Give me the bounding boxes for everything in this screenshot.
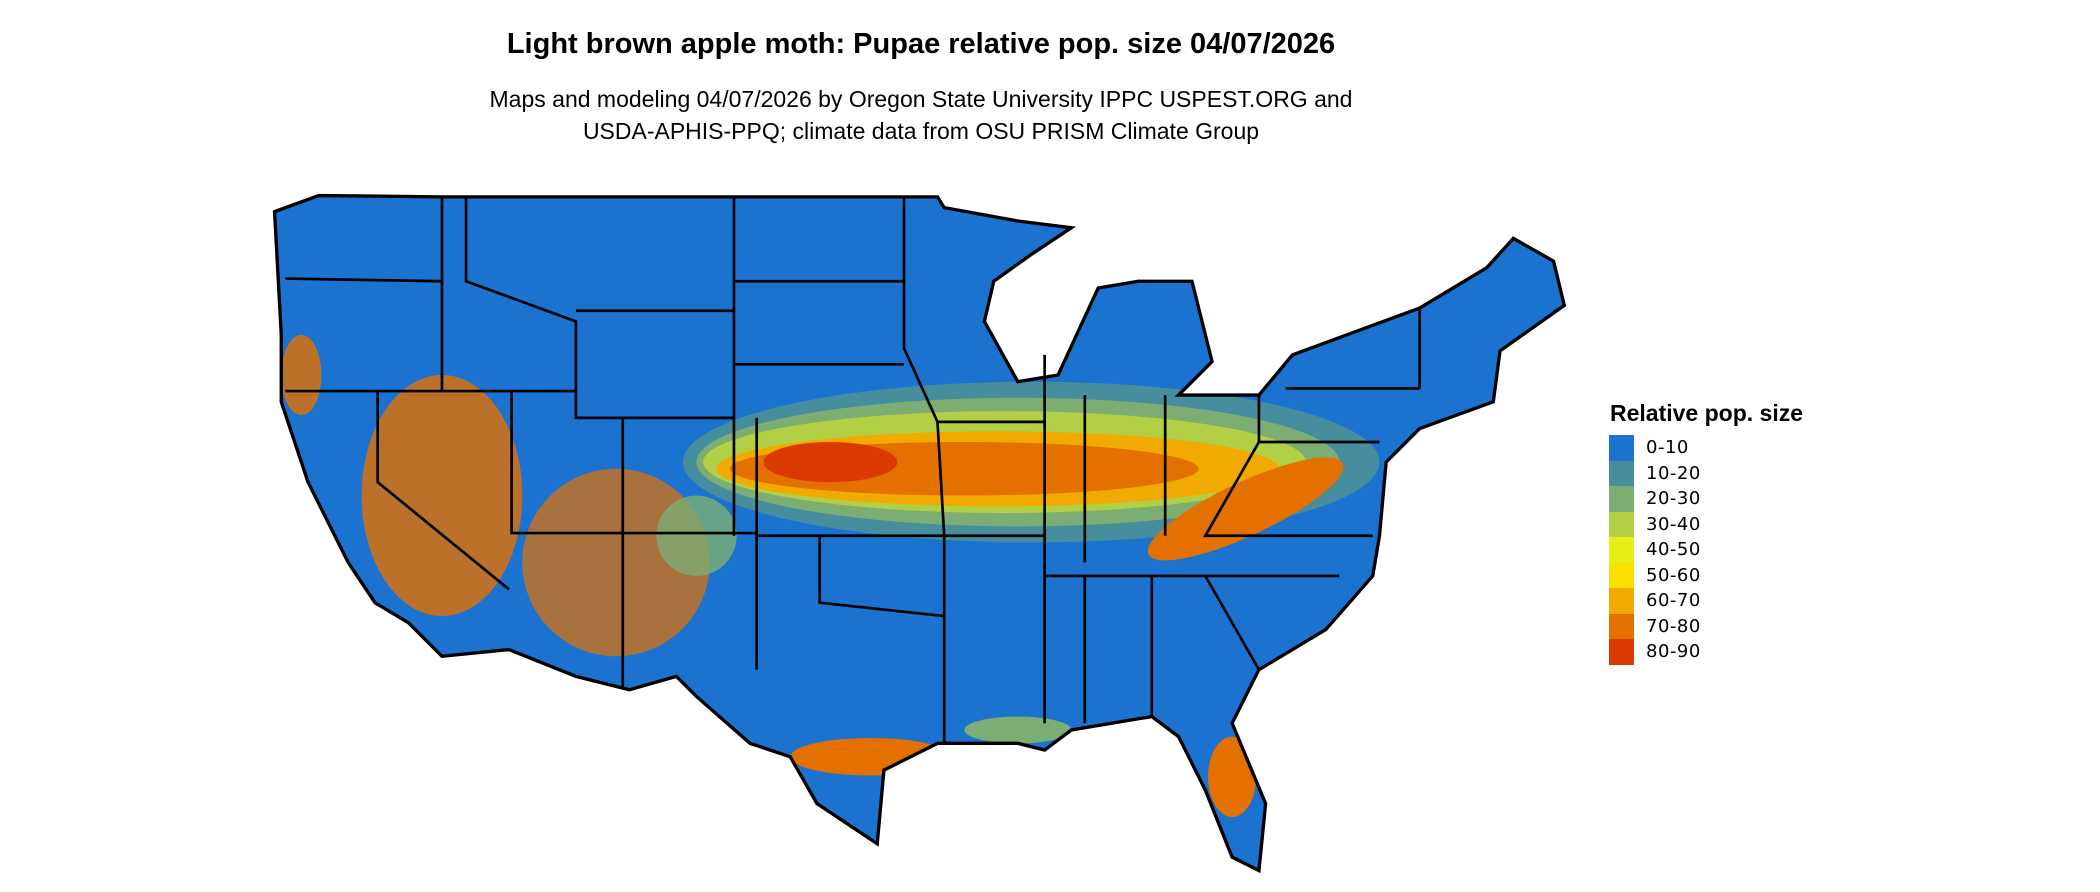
map-subtitle-line-2: USDA-APHIS-PPQ; climate data from OSU PR… bbox=[582, 118, 1260, 144]
legend-item: 80-90 bbox=[1609, 639, 1803, 665]
legend-label: 70-80 bbox=[1646, 615, 1701, 637]
legend: Relative pop. size 0-10 10-20 20-30 30-40 40… bbox=[1609, 400, 1803, 665]
us-outline bbox=[272, 193, 1567, 874]
appalachian-band bbox=[1147, 457, 1344, 561]
legend-swatch bbox=[1609, 460, 1634, 486]
state-borders bbox=[285, 196, 1421, 744]
map-title: Light brown apple moth: Pupae relative p… bbox=[506, 28, 1336, 60]
legend-swatch bbox=[1609, 486, 1634, 512]
legend-swatch bbox=[1609, 537, 1634, 563]
map-subtitle-line-1: Maps and modeling 04/07/2026 by Oregon S… bbox=[489, 86, 1353, 112]
legend-label: 10-20 bbox=[1646, 462, 1701, 484]
legend-label: 0-10 bbox=[1646, 437, 1689, 459]
legend-item: 10-20 bbox=[1609, 460, 1803, 486]
legend-label: 20-30 bbox=[1646, 488, 1701, 510]
legend-swatch bbox=[1609, 613, 1634, 639]
legend-swatch bbox=[1609, 562, 1634, 588]
gulf-louisiana-region bbox=[964, 716, 1072, 744]
legend-title: Relative pop. size bbox=[1610, 400, 1804, 426]
legend-swatch bbox=[1609, 435, 1634, 461]
legend-label: 40-50 bbox=[1646, 539, 1701, 561]
legend-label: 80-90 bbox=[1646, 641, 1701, 663]
legend-item: 50-60 bbox=[1609, 562, 1803, 588]
legend-item: 70-80 bbox=[1609, 613, 1803, 639]
florida-region bbox=[1208, 736, 1257, 817]
coastal-region bbox=[281, 334, 322, 416]
legend-label: 60-70 bbox=[1646, 590, 1701, 612]
legend-item: 20-30 bbox=[1609, 486, 1803, 512]
legend-label: 30-40 bbox=[1646, 513, 1701, 535]
legend-label: 50-60 bbox=[1646, 564, 1701, 586]
legend-swatch bbox=[1609, 511, 1634, 537]
gulf-texas-region bbox=[790, 737, 951, 776]
colorado-region bbox=[656, 495, 737, 576]
legend-item: 30-40 bbox=[1609, 511, 1803, 537]
southwest-region bbox=[361, 375, 523, 617]
legend-swatch bbox=[1609, 588, 1634, 614]
legend-item: 0-10 bbox=[1609, 435, 1803, 461]
legend-item: 40-50 bbox=[1609, 537, 1803, 563]
legend-item: 60-70 bbox=[1609, 588, 1803, 614]
class-80-90-region bbox=[763, 441, 898, 483]
legend-swatch bbox=[1609, 639, 1634, 665]
